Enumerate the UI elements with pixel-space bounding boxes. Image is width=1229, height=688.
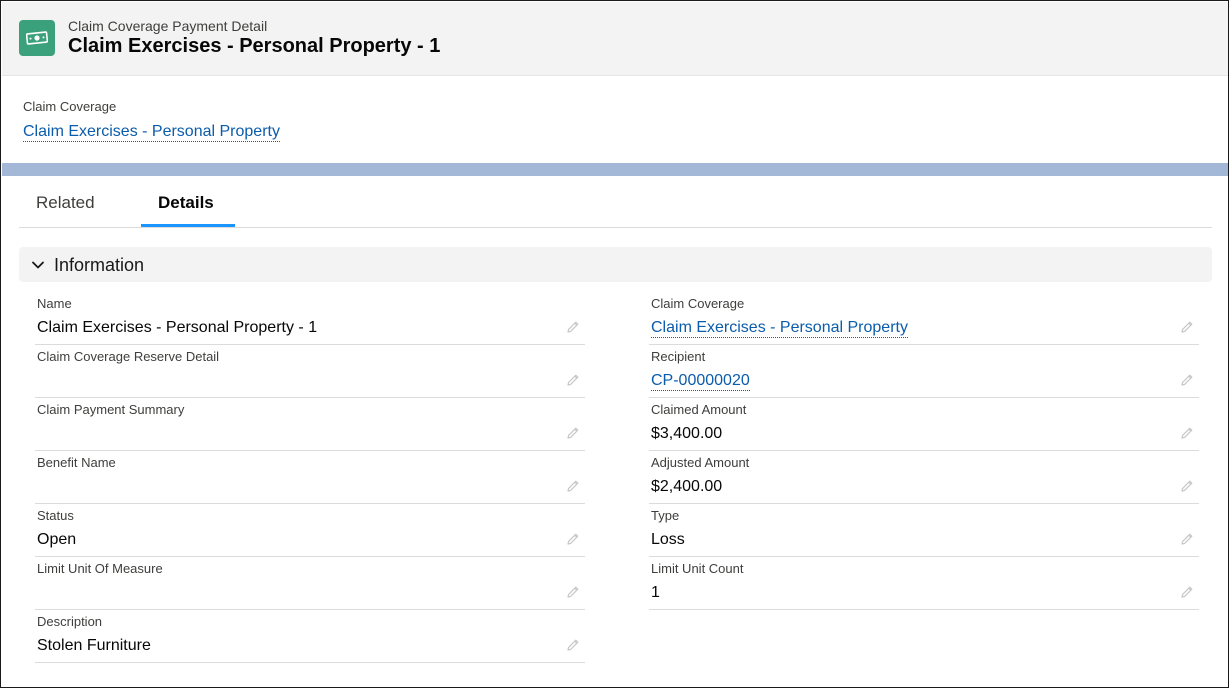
field-value: Claim Exercises - Personal Property - 1 — [37, 319, 318, 336]
page-header: Claim Coverage Payment Detail Claim Exer… — [2, 2, 1228, 76]
highlights-panel: Claim Coverage Claim Exercises - Persona… — [2, 77, 1228, 163]
edit-pencil-icon[interactable] — [565, 319, 581, 335]
edit-pencil-icon[interactable] — [1179, 425, 1195, 441]
section-title: Information — [54, 255, 145, 275]
field-label: Description — [37, 614, 103, 629]
divider-band — [2, 163, 1228, 176]
field-value: Open — [37, 531, 77, 548]
field-adjusted-amount: Adjusted Amount $2,400.00 — [649, 451, 1199, 504]
field-value: Loss — [651, 531, 685, 548]
field-benefit-name: Benefit Name — [35, 451, 585, 504]
field-label: Benefit Name — [37, 455, 116, 470]
claim-coverage-link[interactable]: Claim Exercises - Personal Property — [651, 319, 908, 338]
field-label: Status — [37, 508, 74, 523]
field-label: Recipient — [651, 349, 706, 364]
field-limit-unit-count: Limit Unit Count 1 — [649, 557, 1199, 610]
field-value: $2,400.00 — [651, 478, 723, 495]
field-value: 1 — [651, 584, 660, 601]
field-description: Description Stolen Furniture — [35, 610, 585, 663]
field-recipient: Recipient CP-00000020 — [649, 345, 1199, 398]
edit-pencil-icon[interactable] — [1179, 478, 1195, 494]
edit-pencil-icon[interactable] — [565, 372, 581, 388]
recipient-link[interactable]: CP-00000020 — [651, 372, 750, 391]
claim-coverage-link[interactable]: Claim Exercises - Personal Property — [23, 123, 280, 142]
field-value: $3,400.00 — [651, 425, 723, 442]
field-name: Name Claim Exercises - Personal Property … — [35, 292, 585, 345]
field-claim-coverage: Claim Coverage Claim Exercises - Personal… — [649, 292, 1199, 345]
page-title: Claim Exercises - Personal Property - 1 — [68, 35, 441, 57]
active-tab-indicator — [141, 224, 235, 227]
field-label: Claim Coverage Reserve Detail — [37, 349, 220, 364]
highlight-label: Claim Coverage — [23, 99, 117, 114]
tab-related[interactable]: Related — [36, 193, 95, 212]
field-label: Adjusted Amount — [651, 455, 750, 470]
edit-pencil-icon[interactable] — [565, 531, 581, 547]
field-claim-payment-summary: Claim Payment Summary — [35, 398, 585, 451]
edit-pencil-icon[interactable] — [565, 478, 581, 494]
chevron-down-icon — [32, 261, 44, 269]
field-claimed-amount: Claimed Amount $3,400.00 — [649, 398, 1199, 451]
money-icon — [19, 20, 55, 56]
edit-pencil-icon[interactable] — [1179, 319, 1195, 335]
section-toggle-information[interactable]: Information — [19, 247, 1212, 282]
edit-pencil-icon[interactable] — [565, 425, 581, 441]
field-status: Status Open — [35, 504, 585, 557]
tab-bar: Related Details — [19, 176, 1212, 228]
field-label: Claim Payment Summary — [37, 402, 185, 417]
field-label: Claim Coverage — [651, 296, 745, 311]
edit-pencil-icon[interactable] — [1179, 584, 1195, 600]
field-type: Type Loss — [649, 504, 1199, 557]
field-label: Limit Unit Count — [651, 561, 744, 576]
edit-pencil-icon[interactable] — [565, 584, 581, 600]
field-value: Stolen Furniture — [37, 637, 151, 654]
field-label: Type — [651, 508, 680, 523]
field-label: Name — [37, 296, 72, 311]
edit-pencil-icon[interactable] — [1179, 531, 1195, 547]
edit-pencil-icon[interactable] — [565, 637, 581, 653]
field-label: Claimed Amount — [651, 402, 747, 417]
edit-pencil-icon[interactable] — [1179, 372, 1195, 388]
field-label: Limit Unit Of Measure — [37, 561, 163, 576]
object-type-label: Claim Coverage Payment Detail — [68, 18, 268, 34]
field-limit-unit-of-measure: Limit Unit Of Measure — [35, 557, 585, 610]
tab-details[interactable]: Details — [158, 193, 214, 212]
field-claim-coverage-reserve-detail: Claim Coverage Reserve Detail — [35, 345, 585, 398]
